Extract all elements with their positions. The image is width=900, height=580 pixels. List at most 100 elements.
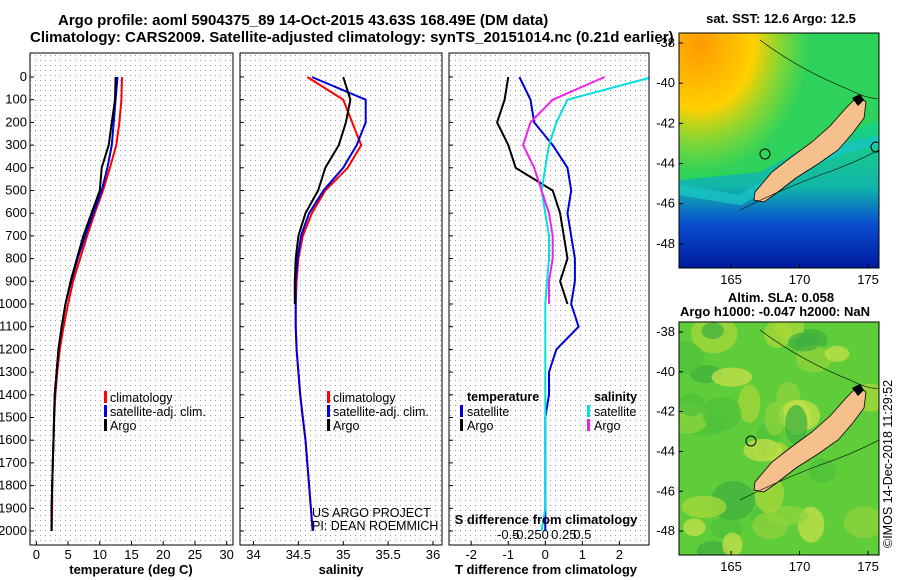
argo-location-marker bbox=[759, 148, 771, 160]
legend-argo-label: Argo bbox=[333, 419, 359, 433]
map-y-tick-label: -48 bbox=[656, 523, 675, 538]
y-tick-label: 500 bbox=[5, 183, 27, 198]
y-tick-label: 1400 bbox=[0, 387, 27, 402]
sla-map: Altim. SLA: 0.058 Argo h1000: -0.047 h20… bbox=[656, 290, 880, 574]
south-island-land bbox=[753, 95, 867, 203]
bathymetry-contour bbox=[759, 329, 879, 389]
sst-map-frame bbox=[678, 32, 880, 269]
sla-map-title-1: Altim. SLA: 0.058 bbox=[728, 290, 834, 305]
sla-anomaly-blob bbox=[795, 344, 832, 373]
legend-t-satellite-swatch bbox=[460, 405, 463, 417]
sla-anomaly-blob bbox=[784, 404, 808, 445]
temperature-xlabel: temperature (deg C) bbox=[69, 562, 193, 577]
x-tick-label: 35 bbox=[336, 547, 350, 562]
legend-satellite-label: satellite-adj. clim. bbox=[110, 405, 206, 419]
s-tick-label: 0 bbox=[542, 527, 549, 542]
sst-map: sat. SST: 12.6 Argo: 12.5 165 170 175 -38 -4… bbox=[656, 11, 880, 287]
y-tick-label: 1200 bbox=[0, 341, 27, 356]
legend-satellite-swatch bbox=[327, 405, 330, 417]
map-y-tick-label: -44 bbox=[656, 443, 675, 458]
series-salinity-satellite bbox=[540, 76, 649, 532]
legend-s-satellite-label: satellite bbox=[594, 405, 636, 419]
salinity-grid bbox=[240, 53, 442, 545]
sla-anomaly-blob bbox=[679, 341, 704, 375]
sla-anomaly-blob bbox=[843, 506, 879, 539]
sla-anomaly-blob bbox=[683, 518, 706, 537]
series-temperature-argo bbox=[496, 76, 569, 305]
series-argo bbox=[293, 76, 352, 304]
y-tick-label: 800 bbox=[5, 251, 27, 266]
sla-anomaly-pattern bbox=[679, 322, 879, 555]
salinity-xlabel: salinity bbox=[319, 562, 365, 577]
legend-climatology-label: climatology bbox=[333, 391, 396, 405]
difference-xlabel-s: S difference from climatology bbox=[455, 512, 639, 527]
legend-temperature-title: temperature bbox=[467, 390, 539, 404]
x-tick-label: 0 bbox=[33, 547, 40, 562]
map-y-tick-label: -42 bbox=[656, 404, 675, 419]
map-y-tick-label: -38 bbox=[656, 35, 675, 50]
map-y-tick-label: -44 bbox=[656, 156, 675, 171]
legend-climatology-label: climatology bbox=[110, 391, 173, 405]
y-tick-label: 1700 bbox=[0, 455, 27, 470]
sla-anomaly-blob bbox=[681, 495, 727, 518]
legend-argo-swatch bbox=[327, 419, 330, 431]
legend-satellite-swatch bbox=[104, 405, 107, 417]
legend-t-argo-label: Argo bbox=[467, 419, 493, 433]
map-y-tick-label: -48 bbox=[656, 236, 675, 251]
x-tick-label: -1 bbox=[502, 547, 514, 562]
sla-anomaly-blob bbox=[824, 345, 850, 362]
legend-argo-label: Argo bbox=[110, 419, 136, 433]
sla-anomaly-blob bbox=[788, 332, 820, 352]
y-tick-label: 1900 bbox=[0, 500, 27, 515]
x-tick-label: 1 bbox=[579, 547, 586, 562]
difference-legend-salinity: salinity satellite Argo bbox=[587, 390, 637, 433]
map-x-tick-label: 175 bbox=[857, 272, 879, 287]
legend-s-satellite-swatch bbox=[587, 405, 590, 417]
y-tick-label: 400 bbox=[5, 160, 27, 175]
y-tick-label: 700 bbox=[5, 228, 27, 243]
y-tick-label: 2000 bbox=[0, 523, 27, 538]
south-island-land bbox=[753, 385, 867, 493]
y-tick-label: 200 bbox=[5, 114, 27, 129]
land-detail bbox=[852, 94, 864, 106]
series-argo bbox=[50, 76, 117, 531]
map-x-tick-label: 170 bbox=[789, 559, 811, 574]
map-y-tick-label: -40 bbox=[656, 75, 675, 90]
x-tick-label: 20 bbox=[156, 547, 170, 562]
s-tick-label: -0.25 bbox=[512, 527, 542, 542]
sla-anomaly-blob bbox=[711, 367, 753, 387]
y-tick-label: 1300 bbox=[0, 364, 27, 379]
figure-title-line-1: Argo profile: aoml 5904375_89 14-Oct-201… bbox=[58, 12, 549, 29]
sla-anomaly-blob bbox=[722, 532, 743, 555]
y-tick-label: 100 bbox=[5, 92, 27, 107]
map-marker bbox=[870, 141, 879, 153]
salinity-legend: climatology satellite-adj. clim. Argo bbox=[327, 391, 429, 433]
x-tick-label: 34 bbox=[246, 547, 260, 562]
argo-location-marker bbox=[745, 435, 757, 447]
legend-satellite-label: satellite-adj. clim. bbox=[333, 405, 429, 419]
bathymetry-contour bbox=[739, 149, 879, 211]
salinity-panel: 34 34.5 35 35.5 36 salinity climatology sate… bbox=[239, 52, 443, 577]
y-tick-label: 900 bbox=[5, 273, 27, 288]
sla-anomaly-blob bbox=[763, 322, 792, 348]
x-tick-label: 0 bbox=[542, 547, 549, 562]
legend-argo-swatch bbox=[104, 419, 107, 431]
s-tick-label: 0.25 bbox=[551, 527, 576, 542]
land-detail bbox=[852, 384, 864, 396]
y-tick-label: 1600 bbox=[0, 432, 27, 447]
x-tick-label: 35.5 bbox=[375, 547, 400, 562]
map-x-tick-label: 175 bbox=[857, 559, 879, 574]
x-tick-label: 2 bbox=[616, 547, 623, 562]
legend-climatology-swatch bbox=[104, 391, 107, 403]
y-tick-label: 300 bbox=[5, 137, 27, 152]
temperature-legend: climatology satellite-adj. clim. Argo bbox=[104, 391, 206, 433]
credit-pi: PI: DEAN ROEMMICH bbox=[312, 519, 438, 533]
map-y-tick-label: -42 bbox=[656, 115, 675, 130]
y-tick-label: 1800 bbox=[0, 478, 27, 493]
map-x-tick-label: 165 bbox=[720, 559, 742, 574]
sla-anomaly-blob bbox=[808, 458, 837, 484]
sst-map-title: sat. SST: 12.6 Argo: 12.5 bbox=[706, 11, 856, 26]
legend-s-argo-swatch bbox=[587, 419, 590, 431]
sla-map-frame bbox=[678, 321, 880, 556]
